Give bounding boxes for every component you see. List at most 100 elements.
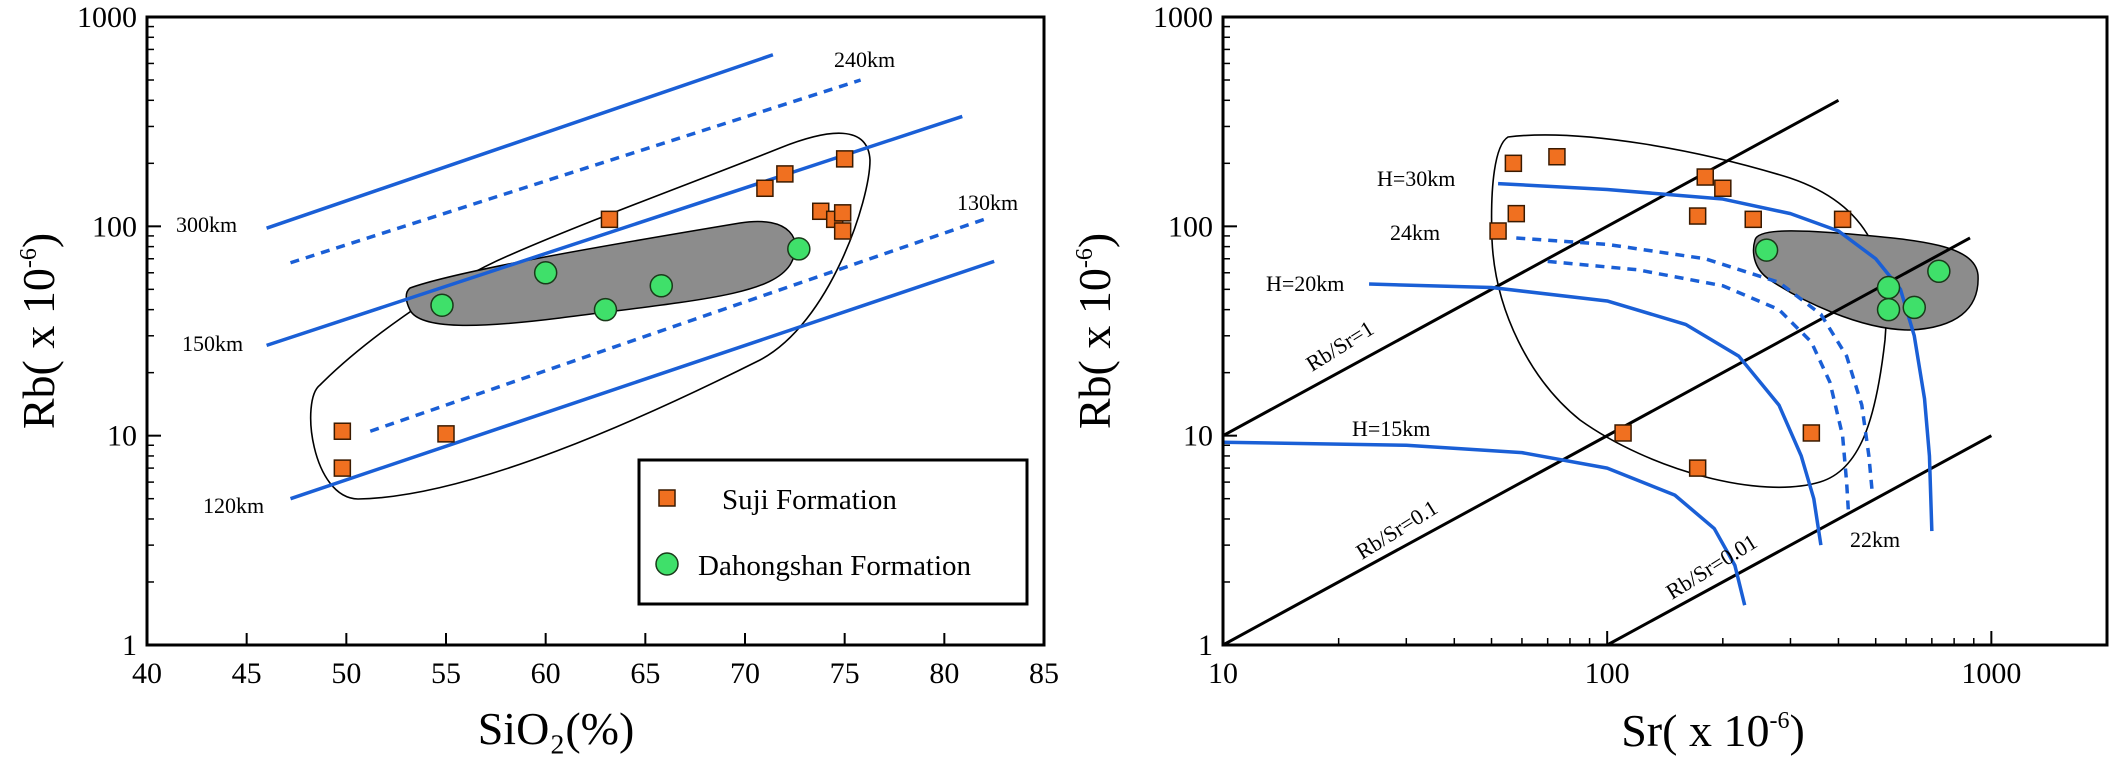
dahongshan-point-0: [430, 293, 454, 317]
right-x-tick-label-10: 10: [1208, 657, 1238, 690]
dahongshan-point-2: [593, 297, 618, 322]
label-h30km: H=30km: [1377, 166, 1455, 191]
right-xlabel-main: Sr( x 10: [1621, 705, 1769, 756]
suji-point-5: [1714, 179, 1732, 198]
legend-marker-suji: [658, 489, 676, 507]
depth-line-120km: [289, 259, 995, 501]
ratio-line-Rb/Sr=1: [1222, 98, 1840, 437]
depth-curve-extra-2: [1547, 259, 1851, 515]
label-h20km: H=20km: [1266, 271, 1344, 296]
label-120km: 120km: [203, 493, 264, 518]
depth-line-130km: [369, 217, 985, 433]
left-x-tick-label-75: 75: [830, 657, 860, 690]
left-y-axis-title: Rb( x 10-6): [13, 233, 64, 429]
left-ylabel-close: ): [13, 233, 64, 248]
suji-point-0: [333, 422, 352, 440]
legend-label-suji: Suji Formation: [722, 484, 897, 516]
ratio-line-Rb/Sr=0.1: [1222, 236, 1971, 647]
right-y-tick-label-1000: 1000: [1153, 1, 1213, 34]
depth-line-300km: [266, 53, 774, 230]
label-rbsr-0.1: Rb/Sr=0.1: [1351, 495, 1442, 565]
right-x-tick-label-1000: 1000: [1961, 657, 2021, 690]
suji-outline-field: [1490, 134, 1887, 488]
left-x-tick-label-45: 45: [232, 657, 262, 690]
dahongshan-point-4: [1927, 259, 1951, 284]
right-ylabel-main: Rb( x 10: [1069, 268, 1120, 429]
left-y-tick-label-100: 100: [92, 210, 137, 243]
left-x-tick-label-60: 60: [531, 657, 561, 690]
suji-point-2: [1507, 204, 1526, 223]
dahongshan-point-1: [1876, 275, 1901, 300]
right-ratio-lines: [1222, 98, 1993, 647]
right-y-tick-label-10: 10: [1183, 420, 1213, 453]
right-y-tick-label-100: 100: [1168, 210, 1213, 243]
left-x-axis-title: SiO₂(%): [478, 703, 635, 754]
label-rbsr-0.01: Rb/Sr=0.01: [1661, 529, 1761, 604]
label-24km: 24km: [1390, 220, 1440, 245]
suji-point-6: [835, 150, 854, 168]
suji-point-2: [437, 425, 455, 443]
depth-curve-24km: [1516, 236, 1875, 494]
dahongshan-point-1: [533, 261, 558, 285]
suji-outline-field: [309, 132, 871, 500]
label-240km: 240km: [834, 47, 895, 72]
left-x-tick-label-85: 85: [1029, 657, 1059, 690]
suji-point-10: [1802, 424, 1821, 442]
left-y-tick-label-10: 10: [107, 420, 137, 453]
right-xlabel-sup: -6: [1769, 708, 1789, 734]
left-ylabel-sup: -6: [16, 248, 42, 268]
right-depth-curves: [1222, 181, 1934, 606]
left-chart: 40 45 50 55 60 65 70 75 80 85 1 10 100 1000 300km 240…: [13, 1, 1059, 754]
suji-point-5: [776, 165, 794, 183]
suji-point-3: [600, 210, 619, 229]
left-x-tick-label-40: 40: [132, 657, 162, 690]
dahongshan-field: [405, 220, 797, 327]
right-x-axis-title: Sr( x 10-6): [1621, 705, 1805, 756]
legend-box: [637, 458, 1029, 606]
right-y-tick-label-1: 1: [1198, 629, 1213, 662]
right-xlabel-close: ): [1789, 705, 1804, 756]
right-y-axis-title: Rb( x 10-6): [1069, 233, 1120, 429]
left-x-tick-label-65: 65: [630, 657, 660, 690]
depth-curve-22km: [1369, 282, 1823, 546]
svg-text:Sr( x 10-6): Sr( x 10-6): [1621, 705, 1805, 756]
suji-point-4: [1696, 168, 1714, 186]
ratio-line-Rb/Sr=0.01: [1606, 434, 1993, 647]
svg-text:Rb( x 10-6): Rb( x 10-6): [1069, 233, 1120, 429]
left-ylabel-main: Rb( x 10: [13, 268, 64, 429]
label-150km: 150km: [182, 331, 243, 356]
left-x-tick-label-70: 70: [730, 657, 760, 690]
dahongshan-point-3: [649, 274, 674, 298]
right-ylabel-close: ): [1069, 233, 1120, 248]
label-130km: 130km: [957, 190, 1018, 215]
suji-point-3: [1548, 147, 1566, 166]
suji-point-8: [1833, 210, 1852, 229]
left-fields: [309, 132, 871, 500]
dahongshan-point-4: [787, 237, 811, 261]
suji-point-9: [1614, 424, 1632, 442]
legend-label-dahongshan: Dahongshan Formation: [698, 550, 972, 582]
left-x-tick-label-55: 55: [431, 657, 461, 690]
depth-line-240km: [289, 78, 862, 265]
suji-point-0: [1489, 222, 1507, 240]
right-x-tick-label-100: 100: [1585, 657, 1630, 690]
right-plot-frame: [1221, 15, 2109, 647]
right-data-points: [1489, 147, 1951, 477]
dahongshan-point-2: [1876, 297, 1901, 322]
left-x-tick-label-80: 80: [929, 657, 959, 690]
legend-marker-dahongshan: [655, 552, 679, 576]
depth-curve-H=30km: [1497, 181, 1934, 532]
suji-point-6: [1688, 207, 1707, 225]
svg-text:Rb( x 10-6): Rb( x 10-6): [13, 233, 64, 429]
label-rbsr-1: Rb/Sr=1: [1301, 315, 1378, 376]
left-depth-lines: [266, 53, 995, 501]
depth-curve-H=15km: [1222, 440, 1747, 606]
suji-point-1: [1504, 154, 1523, 173]
dahongshan-point-0: [1754, 238, 1779, 262]
label-h15km: H=15km: [1352, 416, 1430, 441]
suji-point-11: [1688, 459, 1707, 477]
suji-point-4: [756, 179, 774, 198]
suji-point-7: [1744, 210, 1762, 229]
